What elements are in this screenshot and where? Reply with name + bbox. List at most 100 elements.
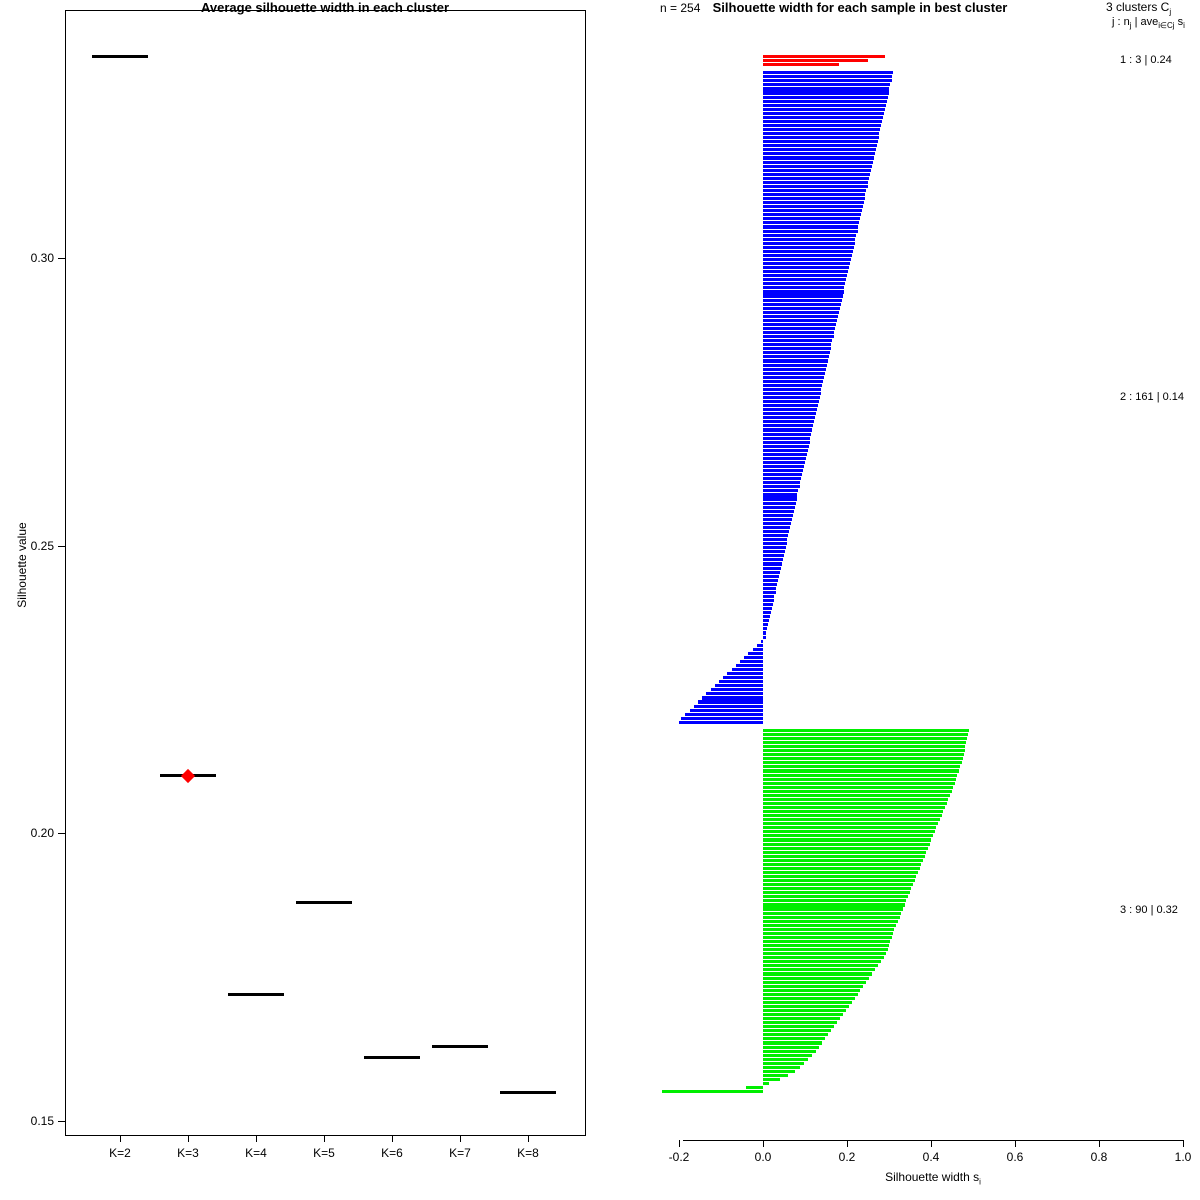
silhouette-bar (763, 274, 848, 278)
silhouette-bar (763, 391, 821, 395)
x-tick-label-right: 0.4 (922, 1150, 940, 1164)
silhouette-bar (763, 996, 855, 1000)
silhouette-bar (763, 842, 930, 846)
silhouette-bar (718, 680, 763, 684)
silhouette-bar (763, 404, 818, 408)
y-tick-mark (58, 545, 65, 547)
x-tick-label-right: 0.2 (838, 1150, 856, 1164)
silhouette-bar (763, 400, 819, 404)
silhouette-bar (763, 1061, 804, 1065)
cluster-formula-header: j : nj | avei∈Cj si (1112, 16, 1200, 30)
silhouette-bar (763, 793, 950, 797)
silhouette-bar (763, 627, 768, 631)
silhouette-bar (763, 209, 863, 213)
silhouette-bar (763, 598, 774, 603)
silhouette-bar (763, 854, 925, 858)
silhouette-bar (763, 879, 915, 883)
silhouette-bar (763, 525, 791, 529)
silhouette-bar (744, 655, 763, 659)
silhouette-bar (763, 927, 895, 931)
silhouette-bar (763, 489, 799, 493)
silhouette-bar (763, 132, 880, 136)
silhouette-bar (763, 213, 861, 217)
silhouette-bar (763, 282, 846, 286)
silhouette-bar (763, 168, 871, 172)
silhouette-bar (763, 590, 776, 594)
silhouette-bar (763, 814, 942, 818)
silhouette-bar (763, 221, 860, 225)
silhouette-bar (763, 249, 853, 253)
silhouette-bar (763, 753, 964, 757)
silhouette-bar (763, 517, 792, 521)
silhouette-bar (763, 184, 868, 188)
silhouette-bar (763, 761, 962, 765)
silhouette-bar (763, 566, 782, 570)
silhouette-bar (756, 643, 763, 647)
silhouette-bar (763, 903, 905, 907)
formula-sub-b: i∈Cj (1158, 21, 1175, 31)
silhouette-bar (763, 79, 892, 83)
silhouette-bar (763, 972, 873, 976)
silhouette-bar (763, 968, 876, 972)
silhouette-bar (763, 781, 955, 785)
silhouette-bar (763, 1049, 817, 1053)
silhouette-bar (763, 395, 820, 400)
silhouette-bar (763, 152, 875, 156)
silhouette-bar (763, 570, 781, 574)
silhouette-bar (763, 148, 876, 152)
silhouette-bar (727, 672, 763, 676)
silhouette-bar (763, 1053, 813, 1057)
silhouette-bar (763, 314, 839, 318)
silhouette-bar (752, 647, 763, 651)
silhouette-bar (763, 1057, 808, 1061)
silhouette-bar (685, 712, 763, 716)
silhouette-bar (763, 992, 858, 996)
silhouette-bar (679, 720, 763, 724)
silhouette-bar (763, 1037, 826, 1041)
silhouette-bar (763, 119, 883, 123)
silhouette-bar (763, 777, 957, 781)
right-chart-title: Silhouette width for each sample in best… (712, 0, 1008, 15)
silhouette-bar (763, 757, 963, 761)
silhouette-bar (723, 676, 763, 680)
x-tick-mark-right (1015, 1140, 1016, 1147)
silhouette-bar (763, 976, 870, 980)
y-tick-label: 0.30 (30, 251, 54, 266)
silhouette-bar (763, 322, 837, 326)
silhouette-bar (763, 99, 887, 103)
silhouette-bar (706, 692, 763, 696)
silhouette-bar (763, 773, 958, 777)
silhouette-bar (763, 980, 867, 984)
silhouette-bar (763, 290, 844, 294)
silhouette-bar (763, 306, 840, 310)
silhouette-bar (763, 180, 869, 184)
x-tick-mark-right (1183, 1140, 1184, 1147)
silhouette-bar (763, 741, 967, 745)
silhouette-bar (681, 716, 763, 720)
silhouette-bar (763, 217, 861, 221)
y-tick-mark (58, 1121, 65, 1122)
silhouette-bar (763, 493, 798, 497)
x-axis-label: Silhouette width si (833, 1170, 1033, 1186)
x-tick-label: K=5 (313, 1146, 335, 1160)
silhouette-bar (763, 225, 859, 229)
silhouette-bar (763, 115, 884, 119)
avg-silhouette-line (432, 1044, 488, 1048)
silhouette-bar (763, 237, 856, 241)
silhouette-bar (763, 188, 867, 192)
silhouette-bar (702, 696, 763, 700)
y-tick-label: 0.25 (30, 538, 54, 553)
silhouette-bar (689, 708, 763, 712)
clusters-count-text: 3 clusters C (1106, 0, 1170, 14)
silhouette-bar (763, 253, 852, 257)
silhouette-bar (763, 785, 953, 789)
silhouette-bar (763, 91, 889, 95)
silhouette-bar (763, 891, 910, 895)
silhouette-bar (763, 371, 826, 375)
silhouette-bar (763, 485, 800, 489)
silhouette-bar (763, 769, 960, 773)
silhouette-bar (763, 497, 797, 501)
x-tick-label-right: 0.0 (754, 1150, 772, 1164)
silhouette-bar (763, 103, 886, 107)
silhouette-bar (763, 960, 882, 964)
